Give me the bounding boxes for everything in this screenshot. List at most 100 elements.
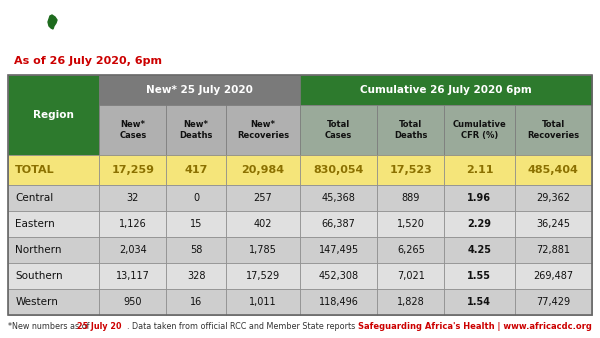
FancyBboxPatch shape — [377, 263, 444, 289]
FancyBboxPatch shape — [166, 263, 226, 289]
Text: Cumulative
CFR (%): Cumulative CFR (%) — [452, 120, 506, 140]
FancyBboxPatch shape — [226, 185, 300, 211]
Text: 328: 328 — [187, 271, 205, 281]
Text: 17,523: 17,523 — [389, 165, 432, 174]
FancyBboxPatch shape — [300, 75, 592, 105]
Polygon shape — [574, 15, 582, 28]
Text: 1,126: 1,126 — [119, 219, 147, 229]
Text: 118,496: 118,496 — [319, 297, 359, 307]
Text: TOTAL: TOTAL — [16, 165, 55, 174]
FancyBboxPatch shape — [8, 211, 100, 237]
Text: Southern: Southern — [16, 271, 63, 281]
Text: Total
Cases: Total Cases — [325, 120, 352, 140]
Text: 1,828: 1,828 — [397, 297, 425, 307]
FancyBboxPatch shape — [515, 185, 592, 211]
Text: Northern: Northern — [16, 245, 62, 255]
FancyBboxPatch shape — [8, 237, 100, 263]
Text: Eastern: Eastern — [16, 219, 55, 229]
Text: 269,487: 269,487 — [533, 271, 574, 281]
Text: 36,245: 36,245 — [536, 219, 571, 229]
Text: 0: 0 — [193, 193, 199, 202]
Text: 17,259: 17,259 — [112, 165, 154, 174]
Text: 402: 402 — [254, 219, 272, 229]
Text: 830,054: 830,054 — [314, 165, 364, 174]
Text: Cumulative 26 July 2020 6pm: Cumulative 26 July 2020 6pm — [360, 85, 532, 95]
Text: 20,984: 20,984 — [241, 165, 284, 174]
FancyBboxPatch shape — [300, 263, 377, 289]
FancyBboxPatch shape — [377, 154, 444, 185]
Text: New*
Recoveries: New* Recoveries — [237, 120, 289, 140]
FancyBboxPatch shape — [515, 211, 592, 237]
FancyBboxPatch shape — [515, 105, 592, 154]
FancyBboxPatch shape — [226, 154, 300, 185]
FancyBboxPatch shape — [100, 105, 166, 154]
Text: 1,011: 1,011 — [249, 297, 277, 307]
FancyBboxPatch shape — [377, 237, 444, 263]
Text: 147,495: 147,495 — [319, 245, 359, 255]
Text: 66,387: 66,387 — [322, 219, 356, 229]
Text: 6,265: 6,265 — [397, 245, 425, 255]
Text: Total
Recoveries: Total Recoveries — [527, 120, 580, 140]
Text: AFRICA CDC: AFRICA CDC — [512, 11, 578, 21]
Text: As of 26 July 2020, 6pm: As of 26 July 2020, 6pm — [14, 56, 162, 66]
Text: Central: Central — [16, 193, 53, 202]
Text: 17,529: 17,529 — [246, 271, 280, 281]
Text: 7,021: 7,021 — [397, 271, 425, 281]
FancyBboxPatch shape — [100, 185, 166, 211]
Text: Total
Deaths: Total Deaths — [394, 120, 428, 140]
FancyBboxPatch shape — [226, 105, 300, 154]
FancyBboxPatch shape — [100, 263, 166, 289]
FancyBboxPatch shape — [444, 211, 515, 237]
FancyBboxPatch shape — [300, 105, 377, 154]
Text: Region: Region — [33, 110, 74, 120]
FancyBboxPatch shape — [377, 185, 444, 211]
Text: Western: Western — [16, 297, 58, 307]
FancyBboxPatch shape — [300, 185, 377, 211]
FancyBboxPatch shape — [515, 263, 592, 289]
FancyBboxPatch shape — [8, 289, 100, 315]
Text: African: African — [20, 13, 59, 23]
Polygon shape — [48, 15, 57, 29]
Text: 257: 257 — [254, 193, 272, 202]
Text: Epidemiologic Situation in Africa: Epidemiologic Situation in Africa — [103, 14, 497, 34]
FancyBboxPatch shape — [444, 289, 515, 315]
FancyBboxPatch shape — [166, 105, 226, 154]
Text: 1,785: 1,785 — [249, 245, 277, 255]
FancyBboxPatch shape — [166, 237, 226, 263]
FancyBboxPatch shape — [300, 289, 377, 315]
FancyBboxPatch shape — [100, 289, 166, 315]
Text: *New numbers as of: *New numbers as of — [8, 322, 95, 331]
FancyBboxPatch shape — [100, 211, 166, 237]
Text: 1,520: 1,520 — [397, 219, 425, 229]
Text: 77,429: 77,429 — [536, 297, 571, 307]
FancyBboxPatch shape — [515, 154, 592, 185]
FancyBboxPatch shape — [377, 105, 444, 154]
Text: 889: 889 — [401, 193, 420, 202]
Text: 45,368: 45,368 — [322, 193, 356, 202]
Text: 1.55: 1.55 — [467, 271, 491, 281]
FancyBboxPatch shape — [100, 154, 166, 185]
Text: 58: 58 — [190, 245, 202, 255]
FancyBboxPatch shape — [8, 185, 100, 211]
Text: 16: 16 — [190, 297, 202, 307]
Text: 32: 32 — [127, 193, 139, 202]
FancyBboxPatch shape — [226, 237, 300, 263]
Text: 452,308: 452,308 — [319, 271, 359, 281]
Text: 4.25: 4.25 — [467, 245, 491, 255]
FancyBboxPatch shape — [377, 211, 444, 237]
FancyBboxPatch shape — [226, 289, 300, 315]
Text: 417: 417 — [185, 165, 208, 174]
FancyBboxPatch shape — [226, 211, 300, 237]
Text: 950: 950 — [124, 297, 142, 307]
FancyBboxPatch shape — [515, 237, 592, 263]
FancyBboxPatch shape — [444, 237, 515, 263]
FancyBboxPatch shape — [300, 211, 377, 237]
FancyBboxPatch shape — [444, 105, 515, 154]
FancyBboxPatch shape — [166, 185, 226, 211]
FancyBboxPatch shape — [444, 185, 515, 211]
FancyBboxPatch shape — [377, 289, 444, 315]
Text: 2.11: 2.11 — [466, 165, 493, 174]
FancyBboxPatch shape — [515, 289, 592, 315]
Text: 25 July 20: 25 July 20 — [77, 322, 121, 331]
Text: 2,034: 2,034 — [119, 245, 147, 255]
